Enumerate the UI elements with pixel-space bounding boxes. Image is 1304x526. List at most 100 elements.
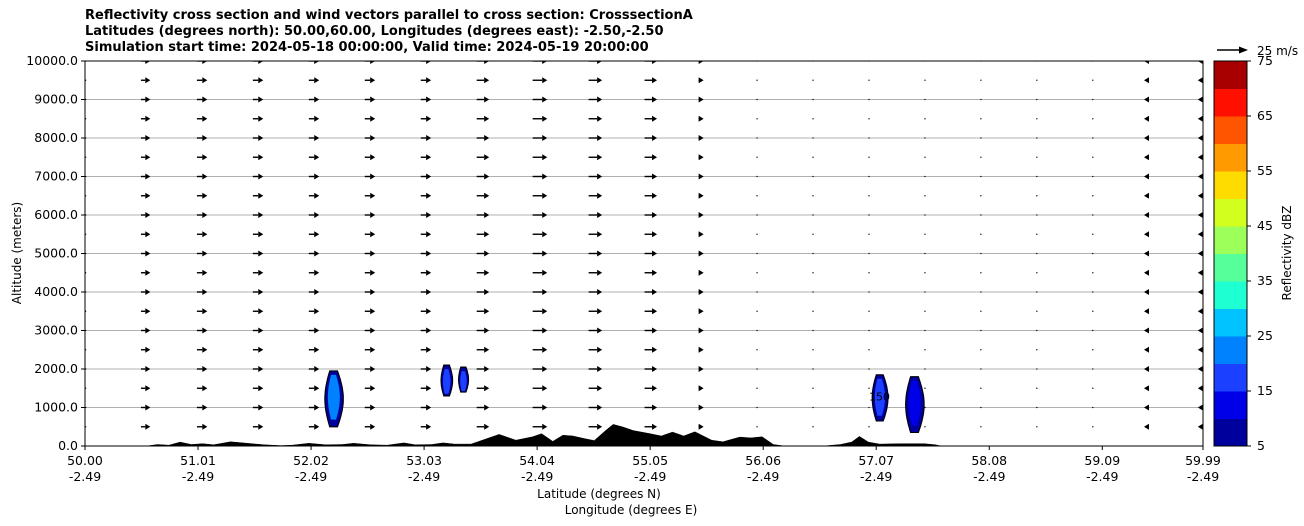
wind-vector-head [202,404,208,411]
wind-vector [252,212,264,218]
colorbar-label: Reflectivity dBZ [1280,206,1294,301]
wind-vector [140,135,151,141]
wind-vector-head [426,327,432,334]
wind-vector-head [370,385,376,392]
wind-vector-head [698,289,704,295]
x-tick-label-longitude: -2.49 [521,469,553,484]
wind-vector [308,154,320,161]
wind-vector-head [145,135,151,141]
wind-vector-head [370,269,376,276]
wind-vector [532,366,548,372]
x-tick-label-longitude: -2.49 [182,469,214,484]
wind-vector-head [202,212,208,218]
wind-vector-head [1144,289,1150,295]
wind-vector [476,192,490,199]
wind-vector-head [145,77,151,84]
terrain-profile [85,424,1203,446]
wind-vector-head [484,135,490,141]
wind-vector-head [698,404,704,411]
wind-vector [698,77,704,84]
wind-vector [698,308,704,315]
wind-vector-head [202,173,208,180]
wind-vector-head [145,308,151,315]
wind-vector-head [145,115,151,122]
wind-vector-head [258,308,264,315]
wind-vector [308,385,320,392]
wind-vector [1144,269,1150,276]
wind-vector-head [542,327,548,334]
wind-vector-head [202,327,208,334]
wind-vector-head [145,366,151,372]
colorbar-tick-label: 35 [1257,273,1273,288]
wind-vector [1197,154,1203,161]
x-tick-label-latitude: 58.08 [971,453,1007,468]
x-tick-label-latitude: 59.99 [1185,453,1221,468]
wind-vector-head [314,212,320,218]
wind-vector [420,96,432,103]
wind-vector-head [1144,61,1150,64]
wind-vector [644,308,658,315]
wind-vector [420,154,432,161]
wind-vector [420,346,432,353]
wind-vector-head [484,289,490,295]
colorbar-tick-label: 65 [1257,108,1273,123]
wind-vector-head [258,192,264,199]
wind-vector [308,327,320,334]
wind-vector [532,173,548,180]
wind-vector [140,289,151,295]
reflectivity-layer: 150 [324,364,925,434]
wind-vector [698,346,704,353]
wind-vector [252,173,264,180]
wind-vector-head [542,366,548,372]
wind-vector [1144,212,1150,218]
wind-vector-head [426,173,432,180]
wind-vector [196,212,208,218]
wind-vector [698,250,704,257]
wind-vector-head [258,231,264,238]
wind-vector [364,212,376,218]
wind-vector-head [484,308,490,315]
wind-vector [476,231,490,238]
wind-vector [196,346,208,353]
wind-vector-head [426,250,432,257]
wind-vector [252,404,264,411]
wind-vector [476,269,490,276]
wind-vector [364,231,376,238]
wind-vector [1144,154,1150,161]
wind-vector-head [698,366,704,372]
wind-vector [196,135,208,141]
wind-vector [644,154,658,161]
wind-vector [476,212,490,218]
wind-vector [644,96,658,103]
x-tick-label-longitude: -2.49 [295,469,327,484]
wind-vector [1197,346,1203,353]
wind-vector [420,289,432,295]
wind-vector-head [597,385,603,392]
wind-vector-head [1144,173,1150,180]
wind-vector-head [1197,269,1203,276]
wind-vector-head [370,192,376,199]
wind-vector-head [314,250,320,257]
wind-vector [698,231,704,238]
wind-vector [588,61,603,64]
wind-vector-head [1197,366,1203,372]
wind-vector [644,366,658,372]
y-axis-label: Altitude (meters) [10,202,24,304]
wind-vector-head [698,327,704,334]
echo-cell-core [460,371,467,392]
wind-vector-head [314,308,320,315]
wind-vector [532,231,548,238]
wind-vector-head [426,289,432,295]
wind-vector-head [542,269,548,276]
wind-vector-head [258,327,264,334]
wind-vector-head [597,77,603,84]
wind-vector [476,366,490,372]
wind-vector-head [484,231,490,238]
wind-vector-head [484,96,490,103]
wind-vector [420,327,432,334]
wind-key-label: 25 m/s [1257,44,1298,58]
wind-vector [140,96,151,103]
wind-vector [1197,212,1203,218]
x-tick-label-latitude: 56.06 [745,453,781,468]
wind-vector [420,77,432,84]
